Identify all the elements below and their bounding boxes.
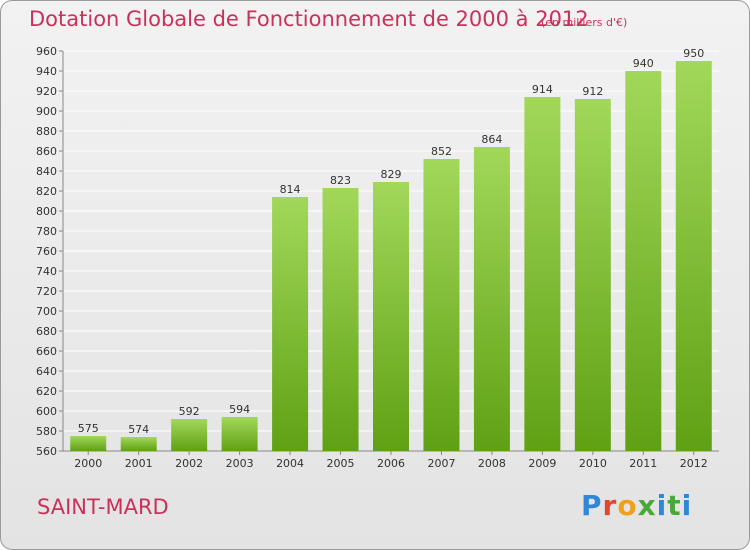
data-label: 575 [78, 422, 99, 435]
x-tick-label: 2002 [175, 457, 203, 470]
y-tick-label: 620 [36, 385, 57, 398]
x-tick-label: 2011 [629, 457, 657, 470]
bars [70, 61, 712, 451]
y-tick-label: 740 [36, 265, 57, 278]
x-tick-label: 2009 [528, 457, 556, 470]
bar-2002 [171, 419, 208, 451]
proxiti-logo: Proxiti [581, 489, 693, 522]
y-tick-label: 960 [36, 45, 57, 58]
bar-2011 [625, 71, 662, 451]
data-label: 852 [431, 145, 452, 158]
y-tick-label: 800 [36, 205, 57, 218]
x-tick-label: 2004 [276, 457, 304, 470]
x-tick-label: 2007 [427, 457, 455, 470]
y-tick-label: 840 [36, 165, 57, 178]
bar-2007 [423, 159, 460, 451]
data-label: 594 [229, 403, 250, 416]
x-tick-label: 2006 [377, 457, 405, 470]
x-tick-label: 2003 [226, 457, 254, 470]
chart-unit: (en milliers d'€) [541, 16, 628, 29]
bar-2009 [524, 97, 561, 451]
y-tick-label: 760 [36, 245, 57, 258]
data-label: 940 [633, 57, 654, 70]
y-tick-label: 660 [36, 345, 57, 358]
y-axis-ticks: 560 580 600 620 640 660 680 700 720 740 760 780 800 8… [36, 45, 63, 458]
y-tick-label: 880 [36, 125, 57, 138]
y-tick-label: 920 [36, 85, 57, 98]
commune-name: SAINT-MARD [37, 495, 169, 519]
data-labels: 575 574 592 594 814 823 829 852 864 914 912 940 950 [78, 47, 705, 436]
y-tick-label: 940 [36, 65, 57, 78]
y-tick-label: 680 [36, 325, 57, 338]
x-tick-label: 2005 [327, 457, 355, 470]
x-tick-label: 2001 [125, 457, 153, 470]
y-tick-label: 580 [36, 425, 57, 438]
y-tick-label: 780 [36, 225, 57, 238]
bar-2008 [473, 147, 510, 451]
bar-2006 [373, 182, 409, 451]
y-tick-label: 700 [36, 305, 57, 318]
y-tick-label: 640 [36, 365, 57, 378]
data-label: 912 [582, 85, 603, 98]
bar-2004 [272, 197, 309, 451]
data-label: 814 [280, 183, 301, 196]
data-label: 950 [683, 47, 704, 60]
data-label: 823 [330, 174, 351, 187]
data-label: 829 [381, 168, 402, 181]
data-label: 574 [128, 423, 149, 436]
chart-title: Dotation Globale de Fonctionnement de 20… [29, 7, 589, 31]
bar-2010 [574, 99, 611, 451]
data-label: 914 [532, 83, 553, 96]
y-tick-label: 720 [36, 285, 57, 298]
data-label: 592 [179, 405, 200, 418]
y-tick-label: 900 [36, 105, 57, 118]
data-label: 864 [481, 133, 502, 146]
bar-2012 [675, 61, 712, 451]
y-tick-label: 860 [36, 145, 57, 158]
x-axis-ticks: 2000 2001 2002 2003 2004 2005 2006 2007 2008 2009… [74, 451, 708, 470]
y-tick-label: 600 [36, 405, 57, 418]
x-tick-label: 2008 [478, 457, 506, 470]
y-tick-label: 820 [36, 185, 57, 198]
bar-2005 [322, 188, 359, 451]
y-tick-label: 560 [36, 445, 57, 458]
bar-2003 [221, 417, 258, 451]
x-tick-label: 2010 [579, 457, 607, 470]
bar-2001 [120, 437, 157, 451]
x-tick-label: 2000 [74, 457, 102, 470]
x-tick-label: 2012 [680, 457, 708, 470]
bar-2000 [70, 436, 107, 451]
